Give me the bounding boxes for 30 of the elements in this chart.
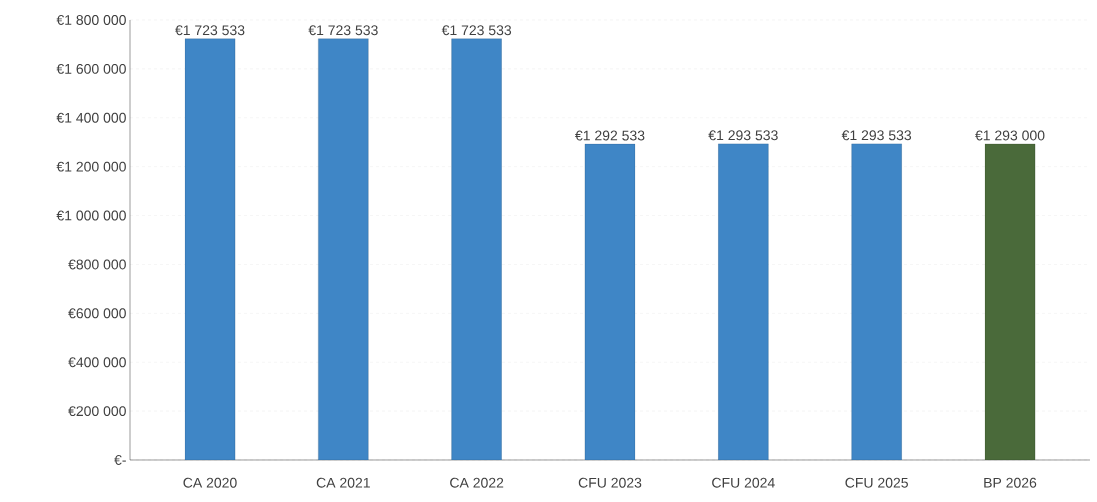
data-label: €1 293 000 bbox=[975, 130, 1045, 141]
y-tick-label: €600 000 bbox=[68, 308, 126, 319]
y-tick-label: €1 400 000 bbox=[56, 112, 126, 123]
y-tick-label: €400 000 bbox=[68, 357, 126, 368]
y-tick-label: €800 000 bbox=[68, 259, 126, 270]
y-tick-label: €1 600 000 bbox=[56, 63, 126, 74]
x-tick-label: BP 2026 bbox=[984, 477, 1037, 488]
data-label: €1 723 533 bbox=[308, 25, 378, 36]
bar bbox=[584, 143, 636, 460]
data-label: €1 293 533 bbox=[841, 130, 912, 141]
y-tick-label: €200 000 bbox=[68, 406, 126, 417]
y-tick-label: €1 200 000 bbox=[56, 161, 126, 172]
data-label: €1 293 533 bbox=[708, 130, 778, 141]
bar bbox=[184, 38, 236, 460]
x-tick-label: CFU 2025 bbox=[845, 477, 908, 488]
y-tick-label: €1 800 000 bbox=[56, 15, 126, 25]
x-tick-label: CFU 2024 bbox=[712, 477, 775, 488]
data-label: €1 292 533 bbox=[575, 130, 645, 141]
y-tick-label: €- bbox=[114, 455, 126, 465]
x-tick-label: CA 2021 bbox=[316, 477, 370, 488]
y-tick-label: €1 000 000 bbox=[56, 210, 126, 221]
x-tick-label: CFU 2023 bbox=[578, 477, 642, 488]
x-tick-label: CA 2020 bbox=[183, 477, 237, 488]
bar bbox=[451, 38, 502, 460]
bar bbox=[718, 143, 769, 460]
data-label: €1 723 533 bbox=[175, 25, 245, 36]
bar bbox=[851, 143, 902, 460]
bar bbox=[984, 143, 1036, 460]
x-tick-label: CA 2022 bbox=[450, 477, 504, 488]
data-label: €1 723 533 bbox=[441, 25, 512, 36]
